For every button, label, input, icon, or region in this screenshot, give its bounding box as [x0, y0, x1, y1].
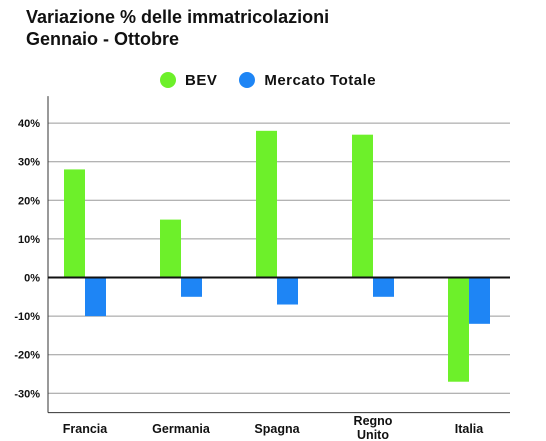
legend-label-mercato-totale: Mercato Totale [264, 71, 377, 89]
y-tick-label: -20% [14, 350, 40, 362]
y-tick-label: 10% [18, 234, 40, 246]
x-category-label: Regno [354, 414, 393, 428]
bar-mercato-totale [469, 277, 490, 324]
legend-item-mercato-totale: Mercato Totale [239, 72, 376, 89]
chart-title: Variazione % delle immatricolazioni Genn… [26, 6, 329, 50]
legend-item-bev: BEV [160, 72, 217, 89]
x-category-label: Unito [357, 428, 389, 441]
x-category-label: Francia [63, 422, 109, 436]
legend-swatch-bev [160, 72, 176, 88]
bar-bev [256, 130, 277, 278]
y-tick-label: -30% [14, 388, 40, 400]
legend-label-bev: BEV [185, 71, 218, 89]
chart-title-line-1: Variazione % delle immatricolazioni [26, 7, 330, 27]
bar-bev [448, 277, 469, 382]
bar-mercato-totale [181, 277, 202, 297]
y-tick-label: 20% [18, 195, 40, 207]
bar-bev [352, 134, 373, 278]
y-tick-label: -10% [14, 311, 40, 323]
x-category-label: Germania [152, 422, 211, 436]
x-category-label: Spagna [254, 422, 300, 436]
x-category-label: Italia [455, 422, 485, 436]
bar-mercato-totale [277, 277, 298, 305]
bar-bev [64, 169, 85, 278]
bar-mercato-totale [85, 277, 106, 317]
y-tick-label: 0% [24, 273, 40, 285]
y-tick-label: 30% [18, 157, 40, 169]
legend-swatch-mercato-totale [239, 72, 256, 88]
chart-title-line-2: Gennaio - Ottobre [26, 29, 179, 49]
bar-mercato-totale [373, 277, 394, 297]
bar-bev [160, 219, 181, 278]
chart-legend: BEV Mercato Totale [160, 68, 398, 92]
y-tick-label: 40% [18, 118, 40, 130]
